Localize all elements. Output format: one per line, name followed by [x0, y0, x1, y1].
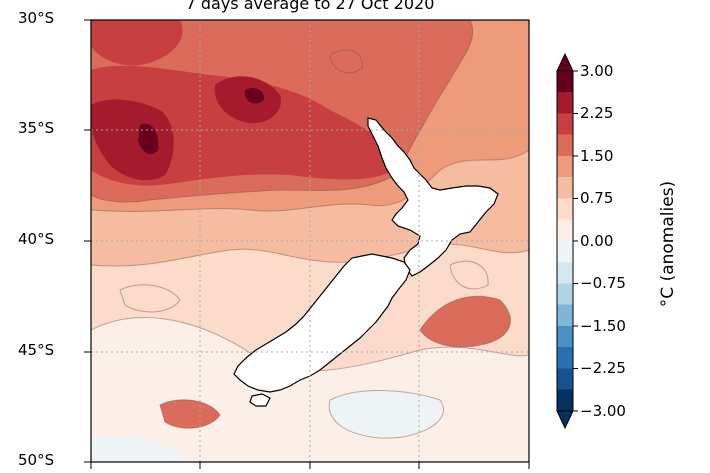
map-title: 7 days average to 27 Oct 2020 — [185, 0, 435, 13]
colorbar-tick-label: −0.75 — [580, 274, 626, 292]
field-warm-darkest — [245, 88, 265, 104]
colorbar-tick-label: 0.00 — [580, 232, 614, 250]
colorbar-max-arrow — [556, 52, 574, 72]
colorbar-tick-label: −1.50 — [580, 317, 626, 335]
colorbar-tick-label: −2.25 — [580, 359, 626, 377]
colorbar-tick-label: 3.00 — [580, 62, 614, 80]
north-island — [367, 117, 499, 277]
field-warm-darkest — [91, 99, 174, 181]
lat-label-30s: 30°S — [18, 9, 55, 27]
field-cool — [91, 436, 190, 462]
lat-label-40s: 40°S — [18, 230, 55, 248]
field-warm-strong — [420, 296, 511, 347]
field-warm-darkest — [138, 123, 159, 155]
lat-label-45s: 45°S — [18, 341, 55, 359]
field-cool — [329, 390, 444, 439]
axis-ticks — [84, 19, 530, 469]
lat-label-35s: 35°S — [18, 119, 55, 137]
colorbar — [556, 52, 578, 430]
colorbar-tick-label: 1.50 — [580, 147, 614, 165]
field-warm-deep — [91, 20, 183, 66]
colorbar-tick-label: 0.75 — [580, 189, 614, 207]
map-field — [91, 20, 529, 462]
colorbar-min-arrow — [556, 410, 574, 430]
south-island — [233, 253, 411, 393]
stewart-island — [249, 393, 271, 407]
colorbar-body — [557, 71, 573, 411]
colorbar-tick-label: 2.25 — [580, 104, 614, 122]
gridlines — [91, 20, 529, 462]
colorbar-tick-label: −3.00 — [580, 402, 626, 420]
field-warm-strong — [160, 399, 220, 429]
lat-label-50s: 50°S — [18, 451, 55, 469]
colorbar-title: °C (anomalies) — [658, 180, 678, 308]
